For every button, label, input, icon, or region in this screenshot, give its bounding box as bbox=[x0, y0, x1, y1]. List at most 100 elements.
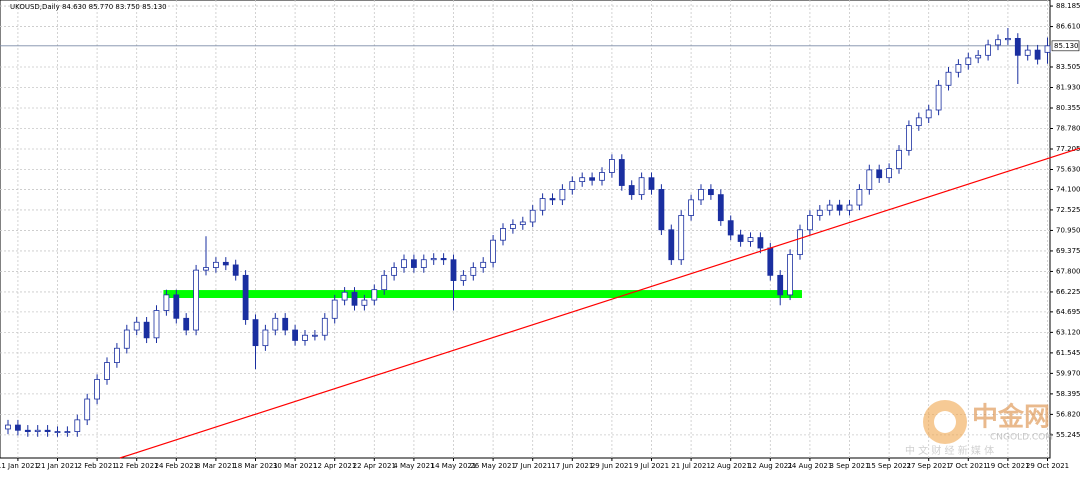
x-tick-label: 24 Feb 2021 bbox=[155, 462, 199, 470]
candle-body bbox=[876, 169, 883, 179]
x-tick-label: 9 Jul 2021 bbox=[634, 462, 669, 470]
candle-body bbox=[480, 261, 487, 268]
y-tick-label: 75.630 bbox=[1056, 166, 1080, 174]
candle-body bbox=[341, 291, 348, 301]
candle-body bbox=[668, 229, 675, 261]
candle-body bbox=[123, 329, 130, 349]
candle-body bbox=[1034, 49, 1041, 60]
candle-body bbox=[401, 259, 407, 268]
y-tick-label: 77.205 bbox=[1056, 145, 1080, 153]
y-tick-label: 72.525 bbox=[1056, 206, 1080, 214]
y-tick-label: 66.225 bbox=[1056, 288, 1080, 296]
candle-body bbox=[648, 177, 655, 190]
y-tick-label: 64.695 bbox=[1056, 308, 1080, 316]
candle-body bbox=[559, 189, 566, 201]
candle-body bbox=[658, 189, 665, 231]
candle-body bbox=[470, 267, 477, 276]
watermark-slogan: 中 文 财 经 新 媒 体 bbox=[905, 444, 994, 457]
candle-body bbox=[836, 204, 843, 211]
x-tick-label: 27 Sep 2021 bbox=[907, 462, 951, 470]
candle-body bbox=[965, 57, 972, 65]
candle-body bbox=[579, 177, 586, 183]
candle-body bbox=[757, 237, 764, 249]
candle-body bbox=[618, 159, 625, 186]
candle-body bbox=[222, 261, 229, 266]
candle-body bbox=[94, 379, 100, 400]
candle-body bbox=[450, 259, 457, 281]
candle-body bbox=[282, 317, 289, 331]
candle-body bbox=[44, 429, 51, 432]
watermark: 中金网 CNGOLD.COM 中 文 财 经 新 媒 体 bbox=[905, 400, 1053, 457]
x-tick-label: 18 Mar 2021 bbox=[233, 462, 277, 470]
candle-body bbox=[846, 204, 853, 211]
x-tick-label: 2 Aug 2021 bbox=[711, 462, 751, 470]
candle-body bbox=[995, 39, 1001, 46]
candle-body bbox=[906, 125, 912, 151]
y-tick-label: 63.120 bbox=[1056, 328, 1080, 336]
y-tick-label: 70.950 bbox=[1056, 226, 1080, 234]
candle-body bbox=[628, 185, 635, 196]
candle-body bbox=[856, 189, 863, 206]
candle-body bbox=[599, 172, 605, 181]
candle-body bbox=[64, 431, 71, 433]
y-tick-label: 80.355 bbox=[1056, 104, 1080, 112]
y-tick-label: 83.505 bbox=[1056, 63, 1080, 71]
candle-body bbox=[896, 149, 902, 169]
candle-body bbox=[539, 198, 546, 211]
candle-body bbox=[5, 424, 11, 430]
candle-body bbox=[826, 204, 833, 211]
x-tick-label: 3 Sep 2021 bbox=[830, 462, 870, 470]
candle-body bbox=[321, 317, 328, 336]
candle-body bbox=[797, 229, 803, 255]
x-tick-label: 22 Apr 2021 bbox=[353, 462, 396, 470]
y-tick-label: 58.395 bbox=[1056, 390, 1080, 398]
candle-body bbox=[787, 254, 793, 296]
candle-body bbox=[816, 209, 823, 216]
candle-body bbox=[242, 274, 249, 321]
y-tick-label: 69.375 bbox=[1056, 247, 1080, 255]
y-tick-label: 56.820 bbox=[1056, 410, 1080, 418]
candle-body bbox=[985, 44, 991, 56]
current-price-label: 85.130 bbox=[1054, 42, 1079, 50]
candle-body bbox=[252, 319, 259, 347]
y-tick-label: 74.100 bbox=[1056, 185, 1080, 193]
candle-body bbox=[915, 117, 922, 127]
candle-body bbox=[767, 247, 774, 276]
candle-body bbox=[609, 159, 615, 173]
candle-body bbox=[886, 168, 892, 179]
candle-body bbox=[589, 177, 595, 181]
candle-body bbox=[410, 259, 417, 268]
candle-body bbox=[727, 220, 734, 236]
x-tick-label: 29 Jun 2021 bbox=[591, 462, 633, 470]
candle-body bbox=[430, 258, 437, 261]
candle-body bbox=[1044, 45, 1051, 53]
x-tick-label: 21 Jan 2021 bbox=[37, 462, 79, 470]
candle-body bbox=[232, 264, 239, 276]
candle-body bbox=[529, 209, 536, 223]
candle-body bbox=[391, 267, 398, 276]
candle-body bbox=[935, 84, 942, 111]
candle-body bbox=[1024, 49, 1031, 56]
candle-body bbox=[1005, 38, 1011, 41]
watermark-site: CNGOLD.COM bbox=[990, 433, 1053, 443]
candle-body bbox=[331, 299, 338, 319]
candle-body bbox=[955, 64, 962, 73]
candle-body bbox=[381, 274, 388, 291]
x-tick-label: 26 May 2021 bbox=[470, 462, 516, 470]
candle-body bbox=[698, 189, 704, 201]
x-tick-label: 17 Jun 2021 bbox=[551, 462, 593, 470]
candle-body bbox=[203, 267, 209, 271]
candle-body bbox=[945, 71, 952, 86]
candle-body bbox=[717, 194, 724, 222]
candle-body bbox=[678, 215, 685, 261]
candle-body bbox=[34, 429, 41, 432]
candle-body bbox=[638, 177, 645, 196]
y-tick-label: 81.930 bbox=[1056, 83, 1080, 91]
candle-body bbox=[193, 269, 200, 331]
candle-body bbox=[114, 347, 120, 363]
y-tick-label: 55.245 bbox=[1056, 431, 1080, 439]
x-tick-label: 12 Feb 2021 bbox=[115, 462, 159, 470]
candle-body bbox=[74, 419, 81, 432]
